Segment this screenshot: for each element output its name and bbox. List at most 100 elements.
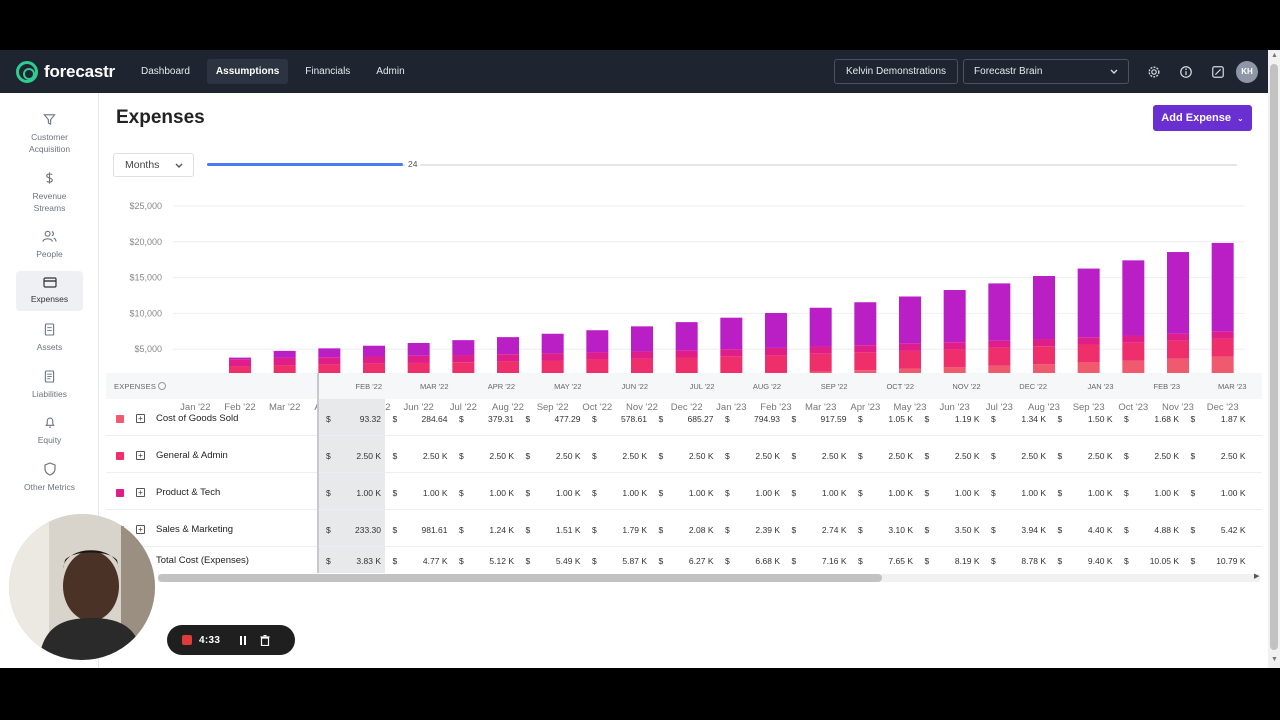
sidebar-item-customer-acquisition[interactable]: Customer Acquisition	[16, 113, 83, 159]
table-cell[interactable]: 7.65 K	[888, 556, 913, 566]
table-cell[interactable]: 1.00 K	[1087, 488, 1113, 498]
bar-segment[interactable]	[1211, 331, 1234, 339]
expand-icon[interactable]: +	[136, 525, 145, 534]
bar-segment[interactable]	[720, 317, 743, 350]
bar-segment[interactable]	[452, 340, 475, 356]
table-cell[interactable]: 2.50 K	[954, 451, 980, 461]
bar-segment[interactable]	[854, 302, 877, 346]
nav-financials[interactable]: Financials	[305, 66, 351, 77]
table-cell[interactable]: 2.50 K	[555, 451, 581, 461]
bar-segment[interactable]	[675, 357, 698, 376]
bar-segment[interactable]	[229, 359, 251, 367]
bar-segment[interactable]	[943, 342, 966, 350]
table-cell[interactable]: 8.19 K	[954, 556, 980, 566]
table-cell[interactable]: 1.00 K	[555, 488, 581, 498]
table-cell[interactable]: 284.64	[421, 414, 448, 424]
table-cell[interactable]: 1.24 K	[489, 525, 514, 535]
table-cell[interactable]: 1.00 K	[422, 488, 448, 498]
info-icon[interactable]	[1179, 65, 1193, 79]
table-cell[interactable]: 1.00 K	[954, 488, 980, 498]
bar-segment[interactable]	[452, 355, 475, 363]
bar-segment[interactable]	[809, 353, 832, 372]
bar-segment[interactable]	[1033, 339, 1055, 347]
table-cell[interactable]: 2.50 K	[821, 451, 847, 461]
sidebar-item-expenses[interactable]: Expenses	[16, 271, 83, 311]
table-cell[interactable]: 2.50 K	[1154, 451, 1179, 461]
table-cell[interactable]: 1.00 K	[1021, 488, 1046, 498]
table-cell[interactable]: 2.50 K	[688, 451, 714, 461]
bar-segment[interactable]	[407, 342, 430, 356]
table-cell[interactable]: 1.68 K	[1154, 414, 1179, 424]
bar-segment[interactable]	[1122, 342, 1145, 361]
bar-segment[interactable]	[1167, 333, 1189, 341]
table-cell[interactable]: 2.08 K	[688, 525, 714, 535]
bar-segment[interactable]	[988, 283, 1011, 341]
period-slider-fill[interactable]	[207, 163, 403, 166]
expand-icon[interactable]: +	[136, 451, 145, 460]
table-cell[interactable]: 6.68 K	[755, 556, 780, 566]
table-cell[interactable]: 1.34 K	[1021, 414, 1046, 424]
gear-icon[interactable]	[1147, 65, 1161, 79]
forecast-select[interactable]: Forecastr Brain	[963, 59, 1130, 84]
expand-icon[interactable]: +	[136, 488, 145, 497]
period-slider[interactable]	[207, 164, 1237, 166]
table-cell[interactable]: 685.27	[687, 414, 714, 424]
bar-segment[interactable]	[407, 355, 430, 363]
bar-segment[interactable]	[1033, 276, 1055, 340]
nav-admin[interactable]: Admin	[376, 66, 405, 77]
bar-segment[interactable]	[273, 357, 296, 366]
table-cell[interactable]: 3.83 K	[356, 556, 381, 566]
bar-segment[interactable]	[497, 337, 519, 355]
bar-segment[interactable]	[943, 349, 966, 368]
table-cell[interactable]: 8.78 K	[1021, 556, 1046, 566]
nav-dashboard[interactable]: Dashboard	[141, 66, 190, 77]
period-select[interactable]: Months	[113, 153, 194, 177]
bar-segment[interactable]	[363, 345, 385, 357]
bar-segment[interactable]	[809, 307, 832, 347]
bar-segment[interactable]	[631, 351, 653, 359]
organization-button[interactable]: Kelvin Demonstrations	[834, 59, 959, 84]
table-cell[interactable]: 2.74 K	[821, 525, 847, 535]
bar-segment[interactable]	[988, 347, 1011, 366]
bar-segment[interactable]	[273, 350, 296, 358]
bar-segment[interactable]	[541, 353, 564, 361]
bar-segment[interactable]	[229, 357, 251, 360]
table-cell[interactable]: 4.77 K	[422, 556, 448, 566]
bar-segment[interactable]	[899, 343, 921, 351]
sidebar-item-people[interactable]: People	[16, 230, 83, 264]
bar-segment[interactable]	[497, 354, 519, 362]
table-cell[interactable]: 9.40 K	[1087, 556, 1113, 566]
table-cell[interactable]: 2.50 K	[1021, 451, 1046, 461]
table-row[interactable]: + General & Admin $2.50 K $2.50 K $2.50 K $2.…	[106, 436, 1262, 473]
table-cell[interactable]: 1.00 K	[688, 488, 714, 498]
table-cell[interactable]: 1.00 K	[356, 488, 381, 498]
bar-segment[interactable]	[631, 326, 653, 352]
table-row[interactable]: + Cost of Goods Sold $93.32 $284.64 $379.31 $…	[106, 399, 1262, 436]
bar-segment[interactable]	[541, 333, 564, 354]
pause-icon[interactable]	[240, 635, 248, 645]
bar-segment[interactable]	[854, 352, 877, 371]
table-cell[interactable]: 379.31	[488, 414, 514, 424]
table-cell[interactable]: 5.49 K	[555, 556, 581, 566]
bar-segment[interactable]	[720, 349, 743, 357]
bar-segment[interactable]	[1077, 268, 1100, 338]
table-cell[interactable]: 2.50 K	[622, 451, 647, 461]
bar-segment[interactable]	[586, 330, 609, 353]
table-cell[interactable]: 7.16 K	[821, 556, 847, 566]
bar-segment[interactable]	[1167, 252, 1189, 334]
table-cell[interactable]: 3.50 K	[954, 525, 980, 535]
table-cell[interactable]: 917.59	[820, 414, 847, 424]
table-cell[interactable]: 2.50 K	[489, 451, 514, 461]
table-cell[interactable]: 1.19 K	[954, 414, 980, 424]
table-cell[interactable]: 5.42 K	[1220, 525, 1246, 535]
sidebar-item-other-metrics[interactable]: Other Metrics	[16, 462, 83, 496]
table-row[interactable]: + Product & Tech $1.00 K $1.00 K $1.00 K $1.0…	[106, 473, 1262, 510]
table-cell[interactable]: 1.87 K	[1220, 414, 1246, 424]
bar-segment[interactable]	[899, 296, 921, 344]
sidebar-item-assets[interactable]: Assets	[16, 323, 83, 357]
add-expense-button[interactable]: Add Expense ⌄	[1153, 105, 1252, 131]
table-cell[interactable]: 10.79 K	[1216, 556, 1246, 566]
table-cell[interactable]: 6.27 K	[688, 556, 714, 566]
info-icon[interactable]	[158, 382, 167, 390]
table-cell[interactable]: 4.88 K	[1154, 525, 1179, 535]
